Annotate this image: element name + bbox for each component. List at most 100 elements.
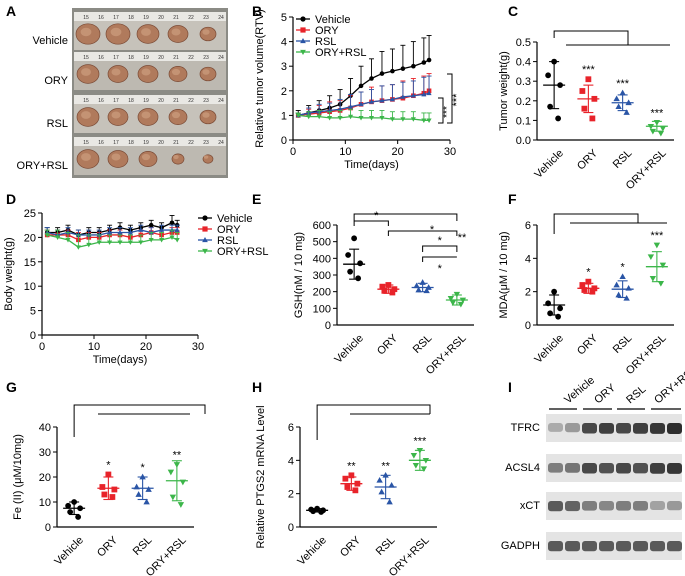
sig-bracket xyxy=(553,30,629,38)
y-tick-label: 2 xyxy=(281,86,287,98)
y-tick-label: 0.0 xyxy=(516,135,531,147)
ruler-tick-label: 20 xyxy=(158,55,164,61)
band-acsl4 xyxy=(667,463,682,474)
data-point-ory-plus-rsl xyxy=(422,458,430,464)
data-point-rsl xyxy=(376,476,383,483)
data-point-vehicle xyxy=(557,305,564,312)
y-tick-label: 20 xyxy=(24,232,36,244)
data-point-rsl xyxy=(619,89,626,96)
ruler-tick-label: 16 xyxy=(98,15,104,21)
data-point-rsl xyxy=(619,273,626,279)
ruler-tick-label: 18 xyxy=(128,15,134,21)
data-point-rsl xyxy=(415,286,422,293)
data-point-vehicle xyxy=(551,288,558,295)
data-point-ory-plus-rsl xyxy=(75,245,81,250)
y-tick-label: 0.2 xyxy=(516,96,531,108)
data-point-rsl xyxy=(159,227,165,232)
row-label-vehicle: Vehicle xyxy=(33,35,68,47)
y-tick-label: 0.1 xyxy=(516,115,531,127)
ruler-tick-label: 18 xyxy=(128,98,134,104)
tumor-highlight xyxy=(80,27,92,37)
y-axis-label: MDA(μM / 10 mg) xyxy=(498,231,510,318)
ruler-tick-label: 16 xyxy=(98,55,104,61)
data-point-vehicle xyxy=(65,502,72,509)
tumor-ory-plus-rsl xyxy=(171,153,185,165)
x-tick-label: 10 xyxy=(339,146,351,158)
ruler-tick-label: 15 xyxy=(83,98,89,104)
data-point-rsl xyxy=(615,103,622,109)
data-point-ory-plus-rsl xyxy=(457,301,465,308)
y-tick-label: 15 xyxy=(24,257,36,269)
series-line-vehicle xyxy=(298,59,430,117)
legend-label-ory: ORY xyxy=(315,25,339,37)
sig-label-ory: * xyxy=(586,267,591,279)
data-point-ory xyxy=(109,494,116,500)
data-point-ory-plus-rsl xyxy=(459,297,467,304)
y-axis-label: Fe (II) (μM/10mg) xyxy=(12,434,24,520)
band-label-tfrc: TFRC xyxy=(511,422,540,434)
legend-marker-ory-plus-rsl xyxy=(202,248,208,254)
ruler-tick-label: 22 xyxy=(188,15,194,21)
data-point-vehicle xyxy=(400,66,406,71)
category-label-ory: ORY xyxy=(575,147,601,173)
panel-letter-E: E xyxy=(252,191,261,207)
data-point-rsl xyxy=(386,498,393,505)
lane-label-ory-plus-rsl: ORY+RSL xyxy=(652,364,685,406)
sig-label-ory-plus-rsl: ** xyxy=(173,450,182,462)
band-tfrc xyxy=(565,423,580,433)
ruler-tick-label: 24 xyxy=(218,98,224,104)
data-point-rsl xyxy=(623,294,630,301)
band-gadph xyxy=(667,541,682,552)
legend-marker-vehicle xyxy=(202,215,208,221)
data-point-ory-plus-rsl xyxy=(453,291,461,298)
data-point-rsl xyxy=(379,97,385,103)
data-point-ory-plus-rsl xyxy=(174,238,180,243)
tumor-highlight xyxy=(171,68,181,76)
sig-bracket xyxy=(438,97,444,124)
data-point-ory-plus-rsl xyxy=(117,240,123,245)
tumor-highlight xyxy=(202,29,210,35)
y-tick-label: 2 xyxy=(525,287,531,299)
band-label-gadph: GADPH xyxy=(501,540,540,552)
data-point-rsl xyxy=(107,229,113,235)
ruler-tick-label: 15 xyxy=(83,140,89,146)
data-point-ory-plus-rsl xyxy=(421,118,427,123)
data-point-rsl xyxy=(133,483,140,490)
ruler-tick-label: 19 xyxy=(143,55,149,61)
band-gadph xyxy=(650,541,665,552)
panel-letter-F: F xyxy=(508,191,517,207)
band-gadph xyxy=(633,541,648,552)
ruler-tick-label: 18 xyxy=(128,140,134,146)
ruler-tick-label: 17 xyxy=(113,55,119,61)
sig-label-ory: ** xyxy=(347,460,356,472)
category-label-rsl: RSL xyxy=(374,534,398,558)
x-axis-label: Time(days) xyxy=(344,159,399,171)
ruler-tick-label: 23 xyxy=(203,55,209,61)
y-tick-label: 0 xyxy=(325,320,331,332)
ruler-tick-label: 17 xyxy=(113,98,119,104)
legend-marker-ory xyxy=(300,27,306,33)
sig-label-ory-plus-rsl: *** xyxy=(650,107,664,119)
sig-label: * xyxy=(430,224,435,236)
data-point-rsl xyxy=(423,287,430,294)
ruler-tick-label: 23 xyxy=(203,15,209,21)
data-point-vehicle xyxy=(426,57,432,63)
y-tick-label: 5 xyxy=(281,12,287,24)
band-acsl4 xyxy=(633,463,648,474)
category-label-vehicle: Vehicle xyxy=(532,147,566,181)
y-tick-label: 0.5 xyxy=(516,37,531,49)
ruler-ory-plus-rsl xyxy=(74,137,226,146)
tumor-highlight xyxy=(141,28,151,36)
data-point-ory xyxy=(589,115,596,122)
ruler-vehicle xyxy=(74,12,226,21)
y-tick-label: 4 xyxy=(281,37,287,49)
data-point-ory-plus-rsl xyxy=(368,116,375,121)
chart-b-relative-tumor-volume: B 0 1 2 3 4 5 0 10 20 30 Time(days) Relative tumor v… xyxy=(252,3,463,171)
panel-letter-D: D xyxy=(6,191,16,207)
ruler-tick-label: 16 xyxy=(98,98,104,104)
chart-c-tumor-weight: C 0.0 0.1 0.2 0.3 0.4 0.5 Tumor weight(g) Vehicl… xyxy=(498,3,674,192)
sig-label: * xyxy=(438,263,443,275)
y-tick-label: 0 xyxy=(525,320,531,332)
data-point-rsl xyxy=(378,488,385,495)
